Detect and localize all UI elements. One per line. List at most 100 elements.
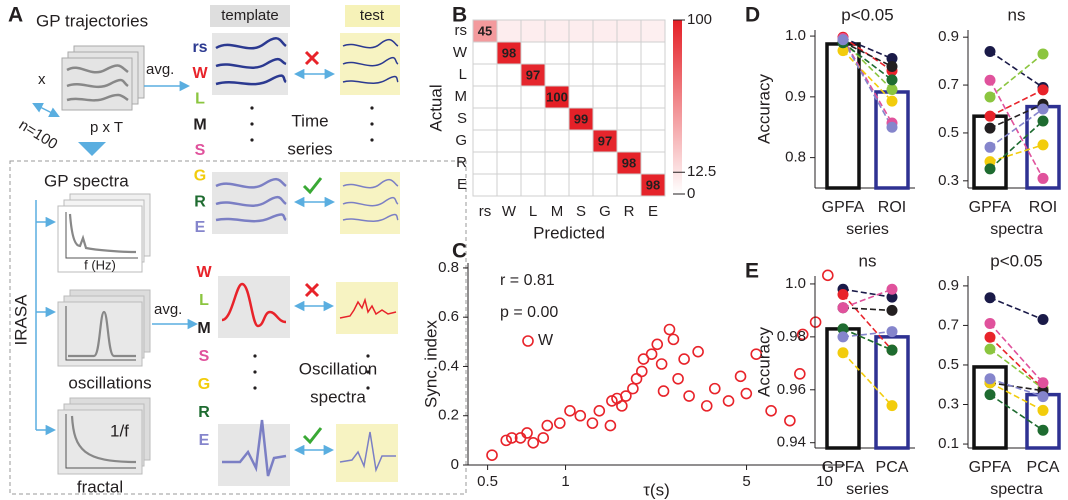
cell [496,63,522,87]
y-tick-label: 0.5 [938,356,959,373]
x-tick-label: GPFA [822,199,865,216]
group-label: M [197,320,210,337]
y-tick-label: W [453,44,468,61]
panel-label: E [745,260,759,283]
cell [640,107,666,131]
point [505,432,518,444]
group-label: E [199,432,210,449]
x-axis-label: τ(s) [643,480,670,499]
arrow [78,142,106,156]
point [553,417,566,429]
bar [972,365,1008,450]
cell [616,107,642,131]
pair-line [842,41,893,68]
y-tick-label: E [457,176,467,193]
pair-line [842,38,893,124]
dot [886,291,898,303]
pair-line [842,288,893,309]
cell [544,151,570,175]
group-label: S [195,142,206,159]
y-tick-label: 1.0 [785,27,806,44]
panel-label: D [745,4,760,27]
dot [886,344,898,356]
cell [568,151,594,175]
dot [1037,103,1049,115]
y-tick-label: 0.7 [938,316,959,333]
dot [886,74,898,86]
label: 1/f [110,421,129,440]
pair-line [989,53,1044,98]
panel-label: C [452,240,467,263]
annotation: r = 0.81 [500,272,555,289]
point [651,338,664,351]
point [541,419,554,432]
point [678,353,690,365]
y-tick-label: rs [455,22,468,39]
label: avg. [146,61,174,78]
signal [221,282,287,328]
cell [616,85,642,109]
cell-label: 97 [598,133,612,148]
x-tick-label: 0.5 [477,473,498,490]
dot [984,163,996,175]
x-tick-label: R [624,203,635,220]
point [700,400,713,412]
y-tick-label: R [456,154,467,171]
signal [342,38,399,84]
point [564,405,576,417]
colorbar-tick-label: 100 [687,11,712,28]
cell [568,63,594,87]
cell [544,129,570,153]
cell-label: 97 [526,67,540,82]
cell [472,85,498,109]
group-label: G [198,376,210,393]
pair-line [989,322,1044,384]
cell [616,173,642,197]
pair-line [842,39,893,128]
cell [640,41,666,65]
dot [886,60,898,72]
signal [339,297,397,319]
y-tick-label: 0.4 [438,357,459,374]
point [708,382,721,395]
cell [472,129,498,153]
y-tick-label: 0.3 [938,172,959,189]
point [637,353,650,365]
dot [984,343,996,355]
x-axis-label: spectra [990,221,1043,238]
signal [222,419,287,477]
x-tick-label: GPFA [969,199,1012,216]
point [750,348,763,360]
cell-label: 98 [622,155,636,170]
pair-line [989,378,1044,398]
template-panel [218,424,290,486]
point [765,405,777,417]
pair-line [989,297,1044,321]
x-tick-label: PCA [1027,459,1060,476]
cell [592,41,618,65]
point [672,372,684,385]
cell [640,173,666,197]
point [692,345,704,358]
x-tick-label: S [576,203,586,220]
cell [472,173,498,197]
test-panel [340,33,400,95]
dot [886,95,898,107]
point [593,405,606,417]
dot [1037,391,1049,403]
label: avg. [154,301,182,318]
axis [65,212,138,259]
cell [568,85,594,109]
y-tick-label: 0.2 [438,407,459,424]
bar [825,327,861,450]
cross [304,282,320,298]
dot [984,46,996,58]
group-label: G [194,168,206,185]
dot [984,389,996,401]
pair-line [989,89,1044,117]
pair-line [842,42,893,81]
dot [1037,313,1049,325]
check [302,177,323,195]
label: fractal [77,477,123,496]
pair-line [989,79,1044,179]
